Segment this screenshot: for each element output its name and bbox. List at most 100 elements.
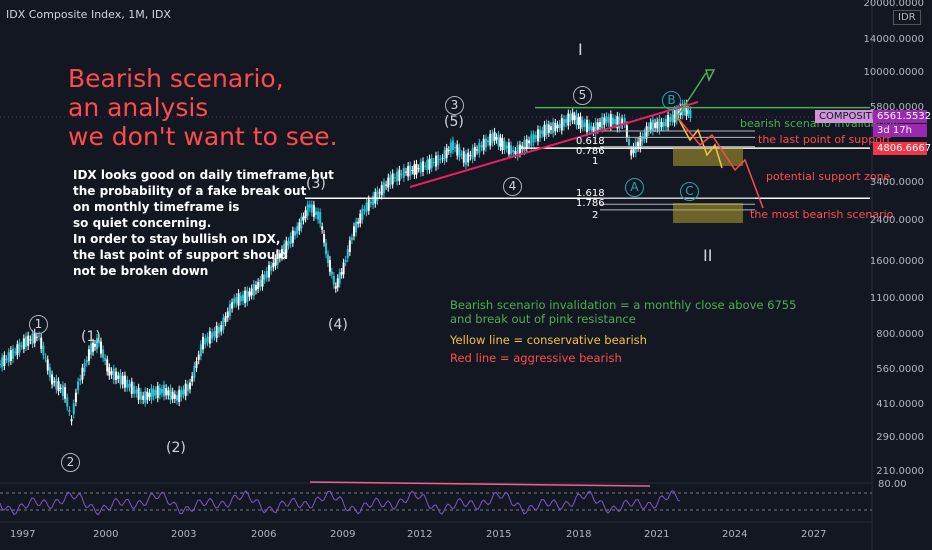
candle-body bbox=[689, 110, 692, 118]
candle-body bbox=[83, 363, 86, 372]
candle-body bbox=[487, 140, 490, 143]
candle-body bbox=[372, 195, 375, 205]
candle-body bbox=[441, 157, 444, 159]
candle-body bbox=[353, 226, 356, 237]
candle-body bbox=[25, 336, 28, 347]
candle-body bbox=[156, 385, 159, 399]
candle-body bbox=[99, 341, 102, 354]
candle-body bbox=[102, 349, 105, 358]
cycle-label: II bbox=[703, 246, 713, 265]
candle-body bbox=[289, 236, 292, 244]
wave-label: (5) bbox=[444, 114, 464, 130]
candle-body bbox=[40, 337, 43, 349]
candle-body bbox=[464, 153, 467, 165]
candle-body bbox=[489, 133, 492, 146]
fib-label: 1 bbox=[592, 156, 599, 167]
candle-body bbox=[614, 118, 617, 125]
y-tick: 290.0000 bbox=[876, 432, 924, 443]
y-tick: 10000.0000 bbox=[863, 67, 924, 78]
candle-body bbox=[310, 204, 313, 213]
candle-body bbox=[462, 151, 465, 163]
candle-body bbox=[142, 395, 145, 400]
candle-body bbox=[92, 342, 95, 352]
candle-body bbox=[677, 110, 680, 116]
candle-body bbox=[471, 148, 474, 160]
candle-body bbox=[27, 335, 30, 346]
most-bearish-zone bbox=[673, 203, 743, 223]
candle-body bbox=[244, 290, 247, 304]
wave-label: C bbox=[680, 182, 699, 201]
wave-label: 5 bbox=[573, 86, 592, 105]
candle-body bbox=[592, 126, 595, 132]
candle-body bbox=[528, 140, 531, 144]
candle-body bbox=[495, 137, 498, 140]
candle-body bbox=[308, 204, 311, 208]
scenario-title: Bearish scenario, an analysis we don't w… bbox=[68, 64, 338, 151]
candle-body bbox=[250, 288, 253, 296]
candle-body bbox=[204, 338, 207, 345]
candle-body bbox=[541, 130, 544, 134]
candle-body bbox=[503, 141, 506, 150]
candle-body bbox=[554, 122, 557, 132]
candle-body bbox=[180, 390, 183, 398]
candle-body bbox=[357, 221, 360, 224]
candle-body bbox=[130, 381, 133, 394]
candle-body bbox=[560, 118, 563, 131]
candle-body bbox=[296, 226, 299, 234]
candle-body bbox=[685, 103, 688, 116]
candle-body bbox=[577, 117, 580, 125]
candle-body bbox=[158, 387, 161, 396]
candle-body bbox=[97, 340, 100, 344]
candle-body bbox=[81, 367, 84, 380]
candle-body bbox=[298, 222, 301, 231]
invalidation-line: Bearish scenario invalidation = a monthl… bbox=[450, 298, 797, 312]
candle-body bbox=[38, 335, 41, 337]
candle-body bbox=[618, 116, 621, 129]
candle-body bbox=[184, 383, 187, 397]
candle-body bbox=[33, 332, 36, 344]
candle-body bbox=[562, 118, 565, 127]
candle-body bbox=[42, 345, 45, 356]
candle-body bbox=[108, 367, 111, 376]
currency-badge[interactable]: IDR bbox=[893, 10, 921, 25]
candle-body bbox=[675, 109, 678, 121]
body-line: on monthly timeframe is bbox=[73, 200, 240, 214]
candle-body bbox=[491, 133, 494, 143]
candle-body bbox=[283, 244, 286, 256]
candle-body bbox=[193, 365, 196, 378]
candle-body bbox=[484, 138, 487, 148]
candle-body bbox=[400, 173, 403, 175]
y-tick: 800.0000 bbox=[876, 329, 924, 340]
y-tick: 14000.0000 bbox=[863, 34, 924, 45]
candle-body bbox=[407, 165, 410, 177]
candle-body bbox=[285, 240, 288, 253]
candle-body bbox=[259, 279, 262, 287]
candle-body bbox=[411, 170, 414, 172]
candle-body bbox=[380, 185, 383, 196]
price-series bbox=[0, 99, 692, 426]
candle-body bbox=[182, 389, 185, 395]
candle-body bbox=[419, 162, 422, 173]
candle-body bbox=[152, 389, 155, 397]
candle-body bbox=[64, 387, 67, 399]
wave-label: (1) bbox=[81, 329, 101, 345]
candle-body bbox=[171, 391, 174, 400]
candle-body bbox=[169, 388, 172, 401]
candle-body bbox=[596, 122, 599, 130]
candle-body bbox=[426, 159, 429, 171]
invalidation-note: Bearish scenario invalidation = a monthl… bbox=[450, 298, 796, 326]
x-tick: 2000 bbox=[93, 529, 119, 540]
candle-body bbox=[280, 249, 283, 257]
candle-body bbox=[637, 141, 640, 148]
candle-body bbox=[507, 142, 510, 155]
candle-body bbox=[482, 138, 485, 151]
candle-body bbox=[150, 388, 153, 400]
candle-body bbox=[402, 168, 405, 178]
candle-body bbox=[321, 226, 324, 230]
candle-body bbox=[476, 149, 479, 151]
candle-body bbox=[344, 260, 347, 263]
candle-body bbox=[338, 272, 341, 284]
candle-body bbox=[583, 122, 586, 128]
candle-body bbox=[51, 374, 54, 385]
